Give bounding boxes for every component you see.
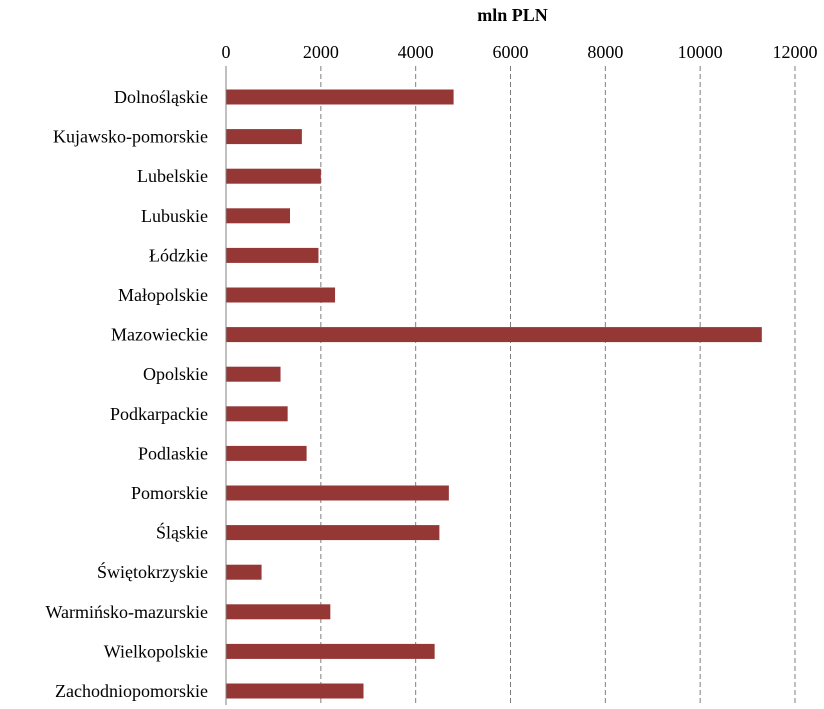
category-label: Wielkopolskie <box>104 641 208 661</box>
category-label: Dolnośląskie <box>114 87 208 107</box>
gridlines <box>320 66 796 705</box>
category-label: Zachodniopomorskie <box>55 681 208 701</box>
bar <box>226 247 319 263</box>
bar <box>226 643 435 659</box>
x-tick-label: 4000 <box>398 42 434 62</box>
bar <box>226 89 454 105</box>
bar <box>226 604 331 620</box>
category-label: Lubelskie <box>137 166 208 186</box>
bar <box>226 208 291 224</box>
bar <box>226 327 762 343</box>
category-label: Warmińsko-mazurskie <box>45 602 208 622</box>
x-tick-label: 6000 <box>493 42 529 62</box>
category-label: Pomorskie <box>131 483 208 503</box>
category-label: Podlaskie <box>138 443 208 463</box>
bar <box>226 485 449 501</box>
bar <box>226 366 281 382</box>
bar <box>226 129 302 145</box>
x-tick-label: 12000 <box>773 42 818 62</box>
category-label: Śląskie <box>156 522 208 543</box>
x-tick-label: 8000 <box>587 42 623 62</box>
bar <box>226 525 440 541</box>
bars <box>226 89 762 699</box>
bar <box>226 445 307 461</box>
bar <box>226 168 321 184</box>
category-label: Małopolskie <box>118 285 208 305</box>
bar <box>226 287 336 303</box>
bar <box>226 564 262 580</box>
category-label: Kujawsko-pomorskie <box>53 127 208 147</box>
x-tick-label: 0 <box>222 42 231 62</box>
category-labels: Dolnośląskie Kujawsko-pomorskie Lubelskie L… <box>45 87 208 701</box>
bar <box>226 406 288 422</box>
category-label: Łódzkie <box>149 245 208 265</box>
category-label: Mazowieckie <box>111 325 208 345</box>
bar <box>226 683 364 699</box>
x-axis-title: mln PLN <box>477 5 548 25</box>
category-label: Świętokrzyskie <box>97 561 208 582</box>
x-tick-labels: 0 2000 4000 6000 8000 10000 12000 <box>222 42 818 62</box>
category-label: Lubuskie <box>141 206 208 226</box>
category-label: Podkarpackie <box>110 404 208 424</box>
x-tick-label: 10000 <box>678 42 723 62</box>
category-label: Opolskie <box>143 364 208 384</box>
x-tick-label: 2000 <box>303 42 339 62</box>
